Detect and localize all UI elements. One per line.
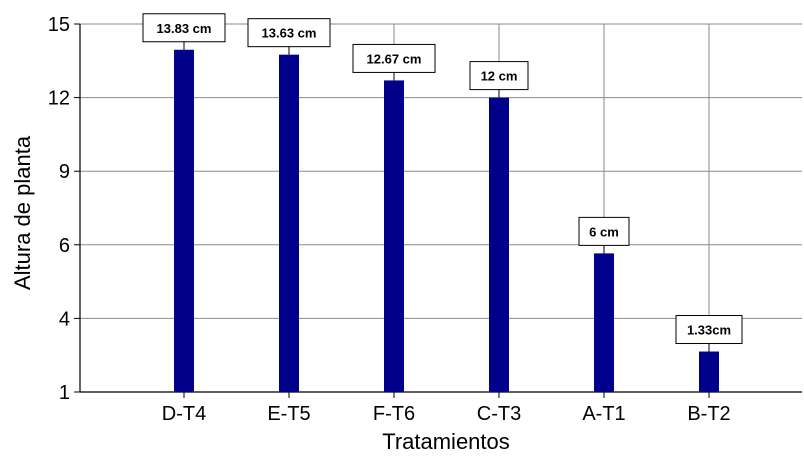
data-label-D-T4: 13.83 cm (142, 13, 226, 50)
y-axis-title: Altura de planta (10, 135, 35, 290)
data-label-C-T3: 12 cm (469, 61, 529, 98)
data-label-A-T1: 6 cm (578, 216, 630, 254)
y-tick-label: 1 (59, 382, 70, 404)
y-tick-label: 9 (59, 161, 70, 183)
data-label-box (469, 61, 529, 91)
bar-D-T4 (174, 49, 194, 392)
data-label-text: 13.83 cm (157, 21, 212, 36)
x-tick-label: D-T4 (162, 403, 206, 425)
data-label-text: 13.63 cm (262, 26, 317, 41)
x-tick-label: F-T6 (373, 403, 415, 425)
data-label-text: 12.67 cm (367, 51, 422, 66)
x-tick-label: A-T1 (582, 403, 625, 425)
data-label-F-T6: 12.67 cm (352, 43, 436, 81)
bar-E-T5 (279, 54, 299, 393)
data-label-box (675, 315, 743, 345)
data-label-text: 1.33cm (687, 323, 731, 338)
data-label-box (578, 216, 630, 246)
x-tick-labels: D-T4 E-T5 F-T6 C-T3 A-T1 B-T2 (162, 403, 731, 425)
data-label-box (247, 18, 331, 48)
y-tick-label: 12 (48, 88, 70, 110)
x-tick-label: C-T3 (477, 403, 521, 425)
data-label-E-T5: 13.63 cm (247, 18, 331, 55)
y-tick-label: 6 (59, 235, 70, 257)
data-label-text: 6 cm (589, 224, 619, 239)
x-axis-title: Tratamientos (382, 429, 510, 454)
bar-B-T2 (699, 351, 719, 392)
x-tick-label: E-T5 (267, 403, 310, 425)
data-label-text: 12 cm (481, 69, 518, 84)
bar-C-T3 (489, 97, 509, 392)
bar-F-T6 (384, 80, 404, 392)
data-labels: 13.83 cm 13.63 cm 12.67 cm 12 cm 6 cm 1.33cm (142, 13, 743, 352)
data-label-B-T2: 1.33cm (675, 315, 743, 352)
y-tick-label: 15 (48, 14, 70, 36)
bars (174, 49, 719, 393)
bar-A-T1 (594, 253, 614, 392)
y-tick-labels: 15 12 9 6 4 1 (48, 14, 70, 404)
x-tick-label: B-T2 (687, 403, 730, 425)
y-tick-label: 4 (59, 308, 70, 330)
